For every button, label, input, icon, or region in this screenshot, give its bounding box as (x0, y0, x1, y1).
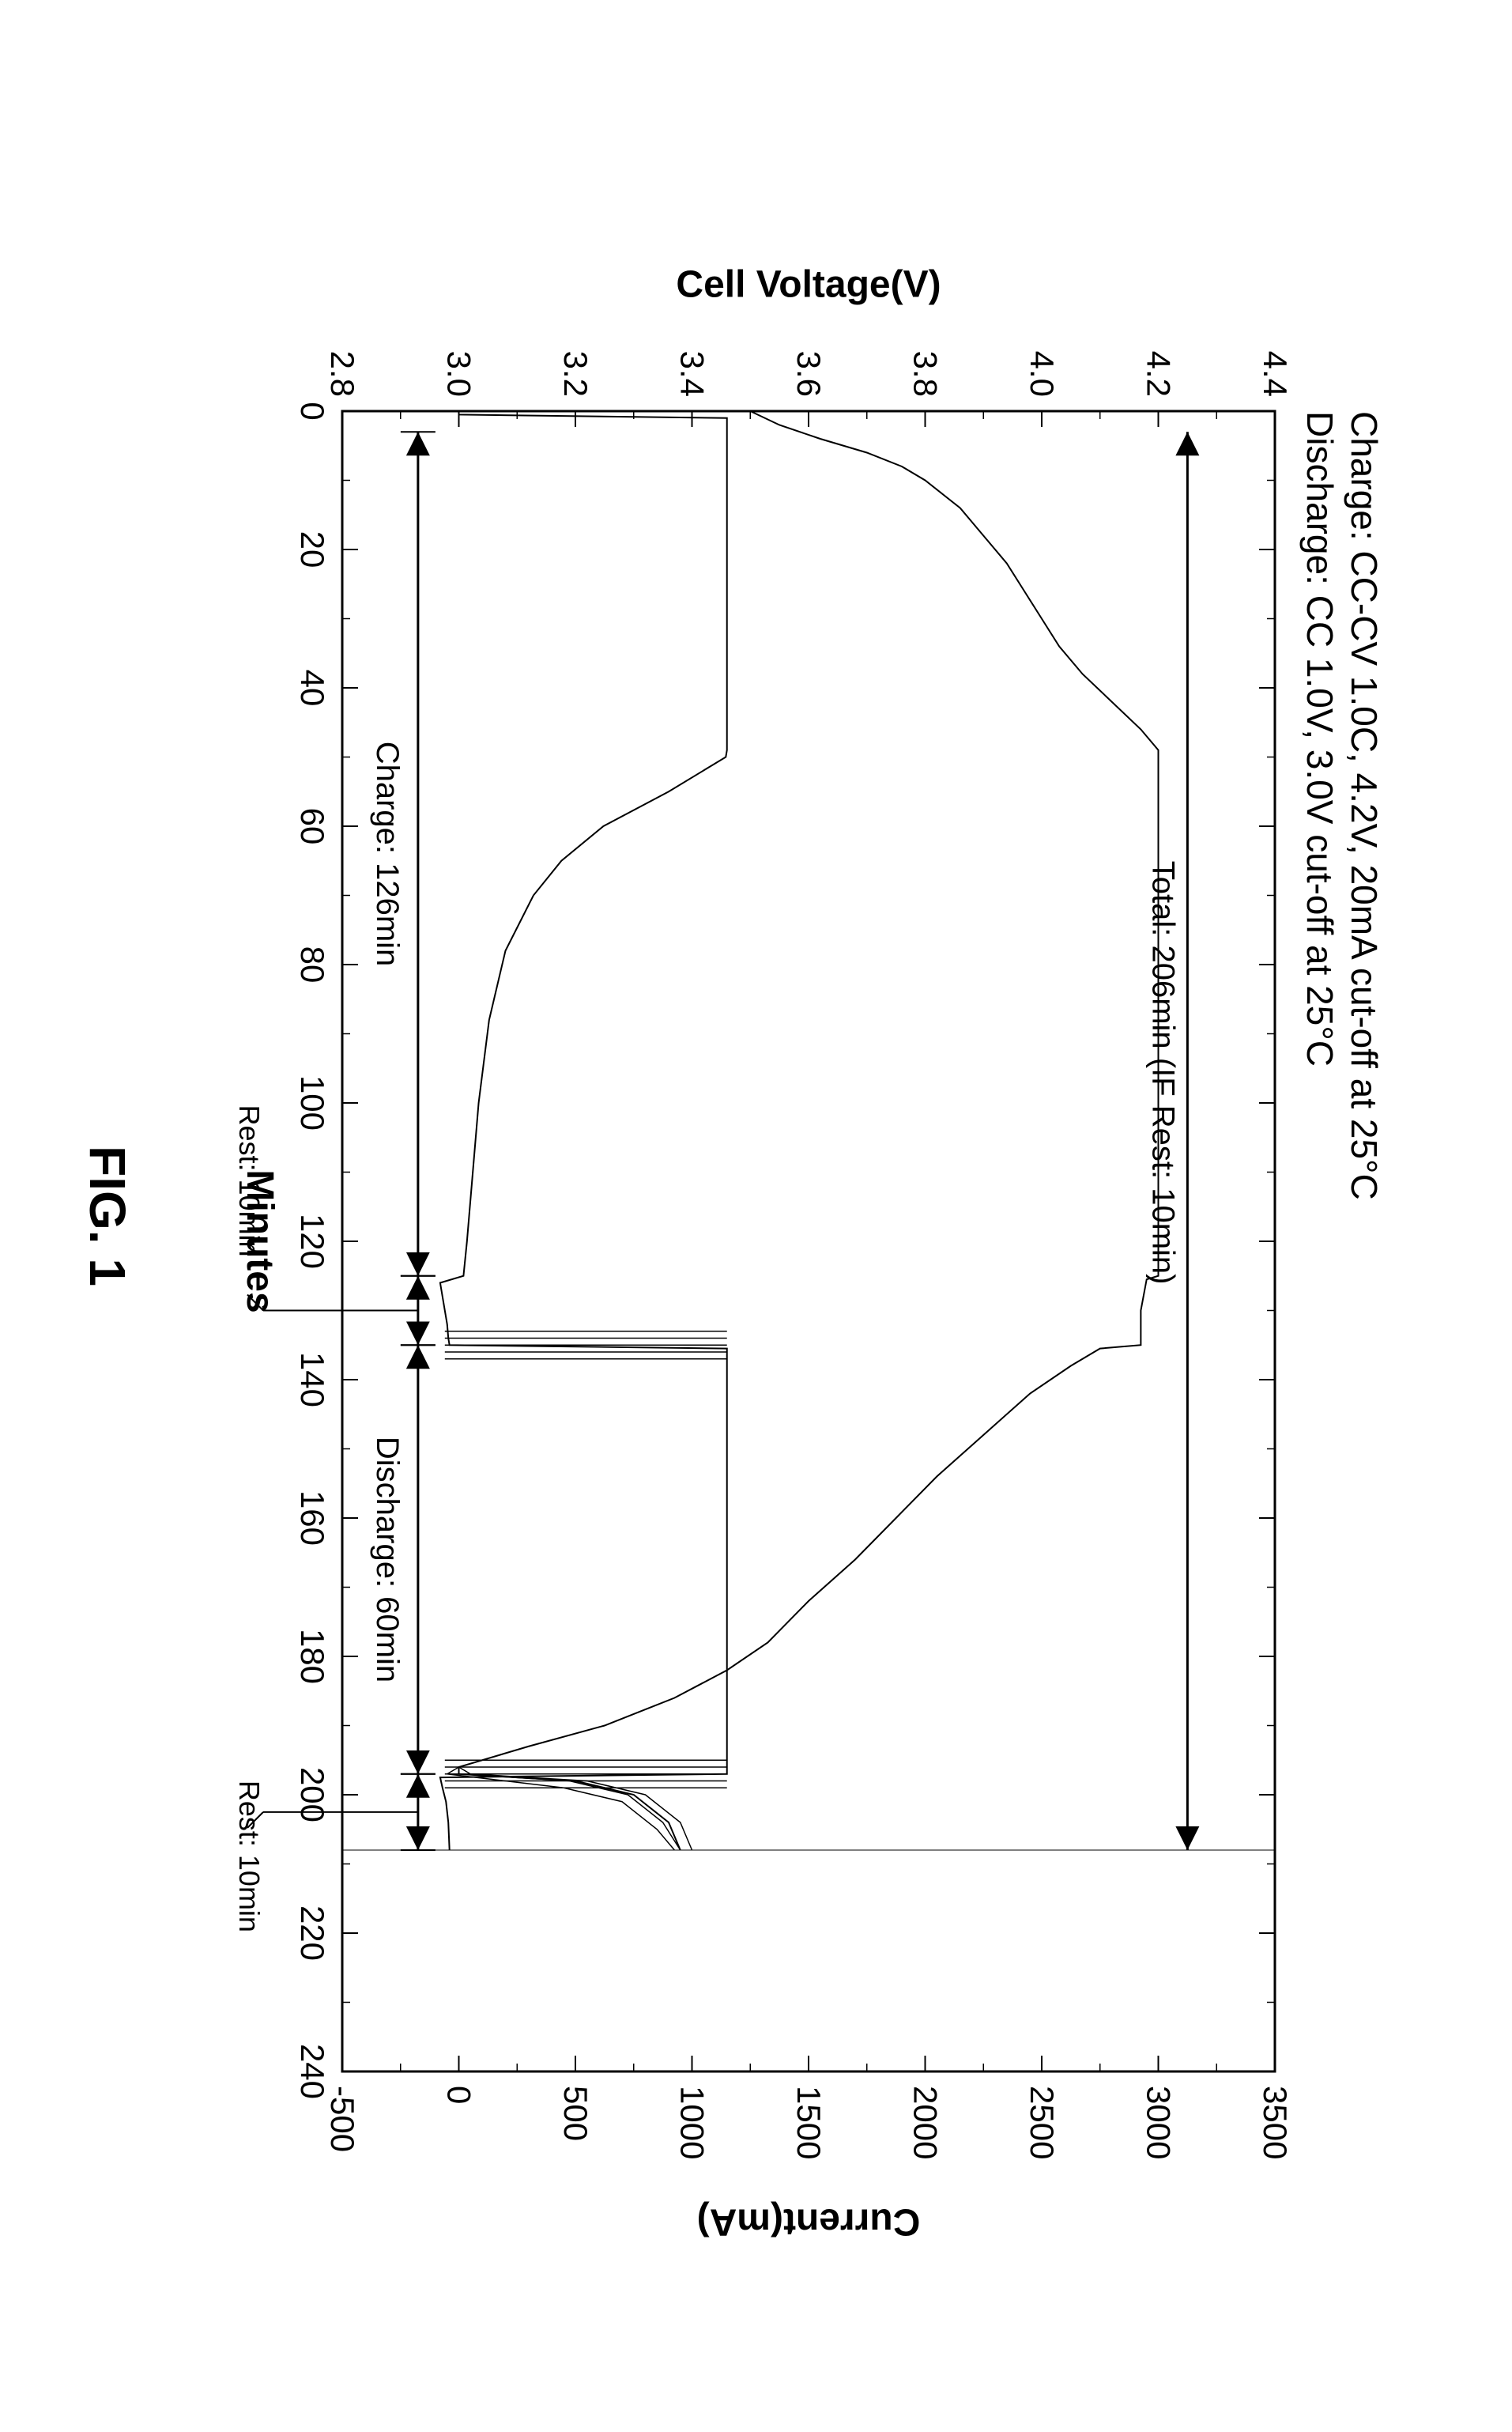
figure-caption: FIG. 1 (78, 1146, 137, 1286)
svg-text:3.4: 3.4 (674, 351, 711, 397)
svg-text:20: 20 (294, 531, 331, 568)
svg-text:3.8: 3.8 (907, 351, 945, 397)
landscape-figure: Charge: CC-CV 1.0C, 4.2V, 20mA cut-off a… (0, 0, 1512, 2432)
svg-text:80: 80 (294, 946, 331, 984)
svg-text:2500: 2500 (1024, 2086, 1061, 2159)
svg-text:40: 40 (294, 670, 331, 707)
svg-text:200: 200 (294, 1767, 331, 1822)
svg-text:3500: 3500 (1257, 2086, 1294, 2159)
svg-text:3000: 3000 (1141, 2086, 1178, 2159)
svg-text:4.0: 4.0 (1024, 351, 1061, 397)
svg-text:4.2: 4.2 (1141, 351, 1178, 397)
annotation-total: Total: 206min (IF Rest: 10min) (1145, 861, 1180, 1285)
svg-text:4.4: 4.4 (1257, 351, 1294, 397)
svg-text:220: 220 (294, 1905, 331, 1961)
svg-text:3.0: 3.0 (441, 351, 478, 397)
svg-text:-500: -500 (324, 2086, 361, 2152)
svg-text:160: 160 (294, 1490, 331, 1546)
svg-text:60: 60 (294, 808, 331, 845)
svg-text:100: 100 (294, 1075, 331, 1131)
annotation-phase: Rest: 10min (233, 1105, 266, 1257)
svg-text:0: 0 (441, 2086, 478, 2104)
annotation-phase: Rest: 10min (233, 1781, 266, 1932)
svg-text:0: 0 (294, 402, 331, 420)
svg-text:180: 180 (294, 1629, 331, 1684)
annotation-phase: Discharge: 60min (370, 1437, 405, 1682)
annotation-phase: Charge: 126min (370, 742, 405, 967)
svg-text:2.8: 2.8 (324, 351, 361, 397)
svg-text:2000: 2000 (907, 2086, 945, 2159)
svg-text:3.2: 3.2 (557, 351, 594, 397)
page: Charge: CC-CV 1.0C, 4.2V, 20mA cut-off a… (0, 0, 1512, 2432)
svg-text:1000: 1000 (674, 2086, 711, 2159)
svg-text:500: 500 (557, 2086, 594, 2141)
chart: 020406080100120140160180200220240Minutes… (0, 0, 1512, 2432)
svg-text:120: 120 (294, 1214, 331, 1269)
svg-text:3.6: 3.6 (790, 351, 828, 397)
svg-text:1500: 1500 (790, 2086, 828, 2159)
svg-text:140: 140 (294, 1352, 331, 1407)
